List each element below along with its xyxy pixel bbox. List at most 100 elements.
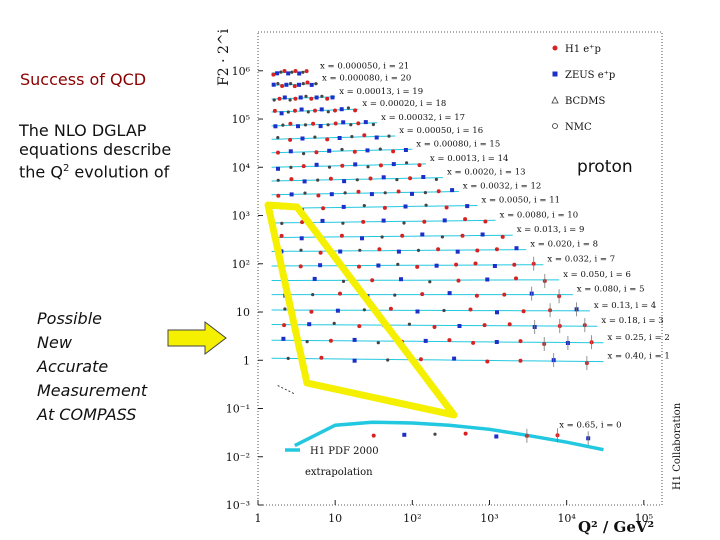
bcdms-point [376,341,380,345]
h1-point [368,176,373,181]
bcdms-point [272,98,276,102]
h1-point [370,278,375,283]
zeus-point [337,136,342,140]
compass-note: Possible New Accurate Measurement At COM… [37,307,197,427]
bcdms-point [386,358,390,362]
zeus-point [353,162,358,167]
zeus-point [452,356,457,361]
h1-point [277,96,282,101]
bcdms-point [440,235,444,239]
h1-point [473,261,478,266]
h1-point [339,233,344,238]
x-axis-title: Q² / GeV² [578,518,654,536]
h1-point [400,233,405,238]
zeus-point [319,107,324,112]
zeus-point [403,204,408,209]
zeus-point [376,263,381,268]
bcdms-point [346,106,350,110]
compass-line-5: At COMPASS [37,405,137,424]
h1-point [361,219,366,224]
zeus-point [421,175,426,179]
bcdms-point [306,110,310,114]
zeus-point [335,308,340,313]
bin-fit-curve [271,279,560,281]
bin-label: x = 0.0080, i = 10 [500,210,579,220]
zeus-point [403,148,408,152]
compass-line-3: Accurate [37,357,109,376]
y-tick-label: 10⁻³ [226,499,250,512]
h1-point [293,69,298,73]
bin-fit-curve [271,135,396,140]
bin-label: x = 0.080, i = 5 [577,285,645,295]
bin-fit-curve [271,357,604,363]
h1-point [471,340,476,345]
zeus-point [381,175,386,180]
h1-point [422,219,427,224]
bin-label: x = 0.013, i = 9 [517,225,585,235]
description-line-3-post: evolution of [69,162,170,182]
h1-point [338,291,342,296]
bcdms-point [393,293,397,297]
y-tick-label: 10⁴ [232,161,251,174]
bcdms-point [303,191,307,195]
y-tick-label: 10⁶ [232,65,251,78]
bin-label: x = 0.000050, i = 21 [320,62,409,72]
zeus-point [327,148,332,153]
y-tick-label: 10² [232,258,250,271]
h1-point [444,205,449,210]
h1-point [276,150,280,155]
description-line-1: The NLO DGLAP [19,121,147,140]
bcdms-point [279,70,283,74]
bcdms-point [358,248,362,252]
h1-point [271,72,276,77]
zeus-point [297,71,302,76]
h1-point [305,80,310,85]
bcdms-point [378,147,382,151]
zeus-point [339,107,344,112]
legend-marker [552,123,558,129]
bcdms-point [286,110,290,114]
h1-point [293,96,298,101]
zeus-point [297,82,301,87]
h1-point [502,292,507,297]
extrapolation-label: extrapolation [305,467,373,478]
bin-label: x = 0.40, i = 1 [608,352,670,362]
description-line-3-sup: 2 [62,163,70,174]
bcdms-point [303,123,308,127]
h1-point [447,338,452,343]
zeus-point [281,336,286,341]
bcdms-point [289,82,293,86]
zeus-point [341,120,346,125]
zeus-point [442,218,447,223]
bcdms-point [341,221,345,225]
zeus-point [363,120,368,125]
zeus-point [312,276,317,281]
zeus-point [309,82,314,87]
bin-labels: x = 0.000050, i = 21 x = 0.000080, i = 20… [320,62,670,431]
bin-label: x = 0.0032, i = 12 [463,182,542,192]
h1-point [514,276,518,281]
x-tick-label: 10² [403,512,421,525]
h1-point [521,309,526,314]
zeus-point [352,358,357,363]
bin-label: x = 0.0020, i = 13 [447,168,526,178]
zeus-point [396,249,401,254]
bin-label: x = 0.0013, i = 14 [430,154,509,164]
bcdms-point [288,98,292,102]
h1-point [319,355,324,360]
zeus-point [298,95,303,100]
h1-point [280,84,285,88]
bcdms-point [350,135,354,139]
h1-point [483,219,488,224]
h1-point [288,121,293,126]
bcdms-point [276,178,280,182]
bin-fit-curve [271,264,544,267]
zeus-point [289,192,294,197]
zeus-point [514,246,519,251]
zeus-point [271,82,276,87]
zeus-point [342,179,347,184]
pdf-curve [294,420,604,452]
bin-label: x = 0.00013, i = 19 [339,87,423,97]
legend-label: ZEUS e⁺p [565,70,615,81]
bin-fit-curve [271,309,590,312]
